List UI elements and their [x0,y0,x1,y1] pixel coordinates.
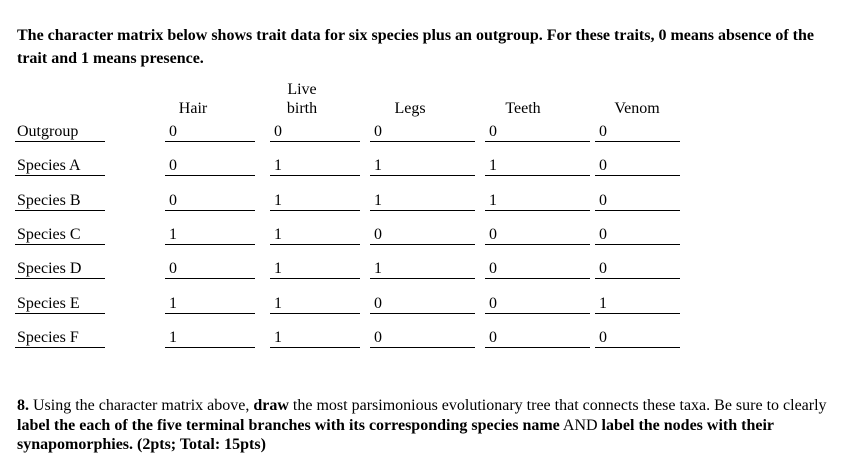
column-header-line1: Live [287,81,317,98]
trait-value: 0 [485,225,590,245]
trait-value: 0 [165,259,255,280]
column-header: Legs [370,80,450,118]
trait-value: 1 [370,191,475,211]
question-bold-3: label the nodes with their synapomorphie… [17,416,774,454]
trait-value: 1 [370,259,475,280]
trait-value: 0 [485,328,590,348]
trait-value: 1 [270,191,360,211]
trait-value: 1 [485,191,590,211]
trait-value: 0 [595,328,680,348]
trait-value: 0 [595,259,680,280]
trait-value: 1 [485,156,590,177]
column-header: Hair [153,80,233,118]
column-header-line2: birth [286,100,318,117]
trait-value: 1 [270,328,360,348]
trait-value: 0 [370,328,475,348]
question-8: 8. Using the character matrix above, dra… [17,396,832,455]
matrix-row: Outgroup 0 0 0 0 0 [15,120,680,142]
column-header-line1 [153,80,233,99]
trait-value: 0 [165,156,255,177]
trait-value: 0 [595,225,680,245]
trait-value: 1 [370,156,475,177]
trait-value: 1 [165,225,255,245]
column-header: Live birth [262,80,342,118]
taxon-name: Species E [15,294,105,314]
trait-value: 0 [165,191,255,211]
trait-value: 1 [270,259,360,280]
trait-value: 0 [370,294,475,314]
column-header-line2: Hair [178,100,208,117]
intro-text: The character matrix below shows trait d… [17,27,814,67]
trait-value: 1 [270,294,360,314]
question-number: 8. [17,397,29,414]
character-matrix: Hair Live birth Legs Teeth Venom Outgroup 0… [15,80,680,350]
trait-value: 0 [370,122,475,142]
question-bold-2: label the each of the five terminal bran… [17,416,560,434]
question-text-1: Using the character matrix above, [29,397,254,414]
question-bold-1: draw [253,397,289,414]
question-text-2: the most parsimonious evolutionary tree … [288,397,827,414]
taxon-name: Species A [15,156,105,177]
trait-value: 0 [270,122,360,142]
column-header: Venom [597,80,677,118]
column-header-line2: Teeth [505,100,541,117]
column-header-line2: Legs [394,100,426,117]
question-text-3: AND [559,416,602,434]
trait-value: 1 [270,225,360,245]
trait-value: 0 [165,122,255,142]
column-header-line1 [597,80,677,99]
taxon-name: Species B [15,191,105,211]
trait-value: 0 [595,122,680,142]
column-header-line1 [370,80,450,99]
trait-value: 1 [165,294,255,314]
trait-value: 1 [270,156,360,177]
column-header: Teeth [483,80,563,118]
taxon-name: Species F [15,328,105,348]
trait-value: 0 [595,156,680,177]
trait-value: 0 [485,294,590,314]
trait-value: 0 [595,191,680,211]
trait-value: 0 [485,259,590,280]
trait-value: 0 [370,225,475,245]
taxon-name: Species C [15,225,105,245]
trait-value: 1 [595,294,680,314]
taxon-name: Species D [15,259,105,280]
column-header-line1 [483,80,563,99]
column-header-line2: Venom [614,100,660,117]
taxon-name: Outgroup [15,122,105,142]
trait-value: 1 [165,328,255,348]
trait-value: 0 [485,122,590,142]
